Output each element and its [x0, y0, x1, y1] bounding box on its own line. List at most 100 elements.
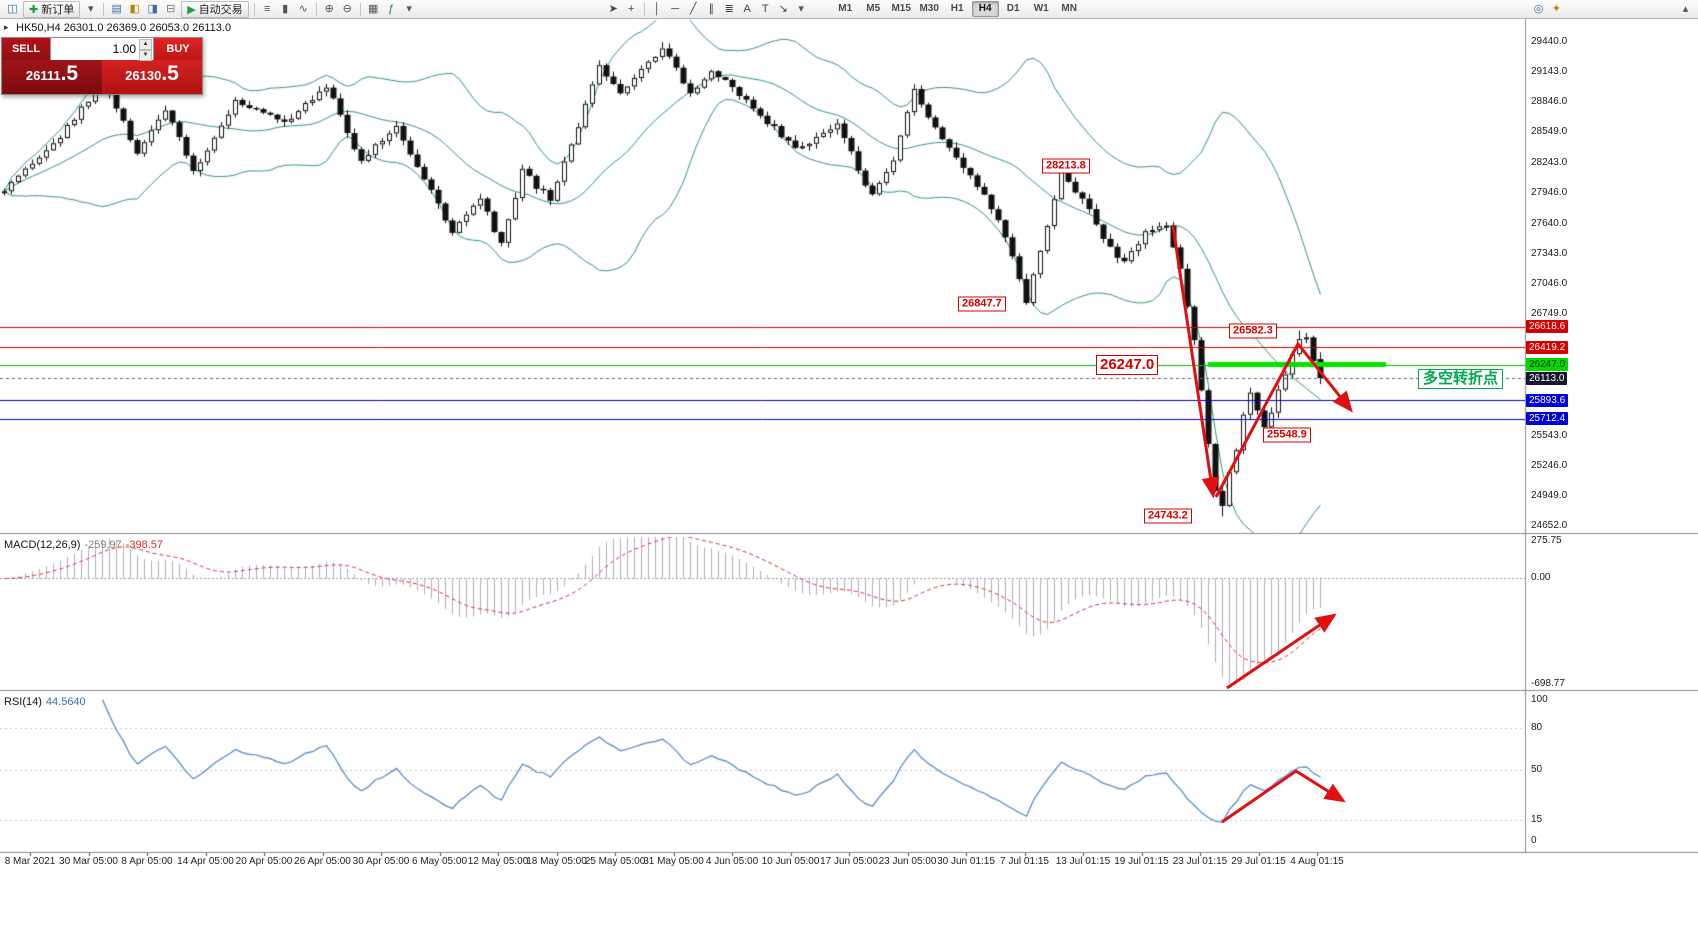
- toolbar-separator: [359, 2, 361, 16]
- rsi-name: RSI(14): [4, 696, 42, 708]
- label-tool-icon[interactable]: T: [761, 2, 769, 15]
- search-icon[interactable]: ◎: [1533, 2, 1544, 15]
- market-watch-icon[interactable]: ◧: [129, 2, 140, 15]
- autotrade-button-icon: ▶: [187, 3, 196, 16]
- volume-increase-button[interactable]: ▲: [139, 39, 152, 50]
- rsi-axis-label: 0: [1531, 835, 1537, 846]
- ask-price-pip: .5: [161, 62, 179, 85]
- note-label[interactable]: 多空转折点: [1418, 369, 1504, 389]
- navigator-icon[interactable]: ◨: [147, 2, 158, 15]
- macd-axis-label: 275.75: [1531, 535, 1562, 546]
- grid-icon[interactable]: ▦: [367, 2, 379, 15]
- time-axis-label: 30 Jun 01:15: [937, 856, 995, 867]
- new-order-button-label: 新订单: [41, 4, 75, 16]
- price-axis-label: 26749.0: [1531, 307, 1568, 319]
- rsi-axis-label: 15: [1531, 813, 1543, 825]
- arrow-tool-icon[interactable]: ↘: [778, 2, 788, 15]
- time-axis-label: 30 Apr 05:00: [352, 856, 410, 867]
- price-axis-label: 24652.0: [1531, 519, 1568, 531]
- fibonacci-icon[interactable]: ≣: [724, 2, 734, 15]
- settings-icon[interactable]: ✦: [1551, 2, 1562, 15]
- timeframe-m5[interactable]: M5: [866, 3, 881, 14]
- terminal-icon[interactable]: ⊟: [166, 2, 176, 15]
- price-flag[interactable]: 28213.8: [1042, 158, 1090, 174]
- rsi-axis-label: 50: [1531, 764, 1543, 776]
- price-axis-tag: 26618.6: [1526, 320, 1569, 334]
- ohlc-bars-icon[interactable]: ≡: [263, 2, 271, 15]
- time-axis-label: 13 Jul 01:15: [1055, 856, 1111, 867]
- one-click-collapse-icon[interactable]: ▸: [4, 22, 9, 32]
- price-axis-label: 25543.0: [1531, 429, 1568, 441]
- channel-icon[interactable]: ∥: [708, 2, 714, 15]
- timeframe-h4[interactable]: H4: [971, 1, 999, 17]
- time-axis-label: 26 Apr 05:00: [294, 856, 351, 867]
- price-axis-label: 27640.0: [1531, 217, 1568, 229]
- new-order-button-icon: ✚: [29, 3, 39, 16]
- time-axis-label: 10 Jun 05:00: [761, 856, 820, 867]
- price-axis-label: 27946.0: [1531, 186, 1568, 198]
- candlestick-chart-icon[interactable]: ▮: [282, 2, 289, 15]
- time-axis-label: 23 Jun 05:00: [878, 856, 937, 867]
- timeframe-mn[interactable]: MN: [1061, 3, 1077, 14]
- ask-price: 26130.5: [102, 60, 202, 94]
- toolbar-overflow-icon[interactable]: ▴: [1682, 2, 1689, 15]
- trendline-icon[interactable]: ╱: [689, 2, 697, 15]
- autotrade-button-label: 自动交易: [198, 4, 243, 16]
- time-axis-label: 23 Jul 01:15: [1172, 856, 1228, 867]
- time-axis-label: 30 Mar 05:00: [59, 856, 118, 867]
- price-axis-label: 28846.0: [1531, 95, 1568, 107]
- price-flag[interactable]: 26247.0: [1096, 354, 1159, 375]
- chart-window-icon[interactable]: ◫: [7, 2, 18, 15]
- bid-price-pip: .5: [60, 62, 79, 85]
- time-axis-label: 4 Aug 01:15: [1290, 856, 1344, 867]
- indicators-caret-icon[interactable]: ▾: [406, 2, 412, 15]
- new-order-button[interactable]: ✚ 新订单: [23, 0, 81, 18]
- price-axis-tag: 25893.6: [1526, 393, 1569, 407]
- bid-price-main: 26111: [25, 68, 61, 83]
- price-flag[interactable]: 26582.3: [1229, 323, 1277, 339]
- arrow-tool-caret-icon[interactable]: ▾: [798, 2, 804, 15]
- indicators-icon[interactable]: ƒ: [388, 2, 395, 15]
- rsi-axis-label: 80: [1531, 722, 1543, 734]
- sell-button[interactable]: SELL: [2, 38, 50, 60]
- macd-signal-value: -398.57: [125, 539, 164, 551]
- time-axis-label: 8 Apr 05:00: [121, 856, 173, 867]
- line-chart-icon[interactable]: ∿: [298, 2, 308, 15]
- time-axis-label: 18 May 05:00: [526, 856, 587, 867]
- horizontal-line-icon[interactable]: ─: [671, 2, 680, 15]
- timeframe-m30[interactable]: M30: [919, 3, 939, 14]
- price-axis-label: 28243.0: [1531, 156, 1568, 168]
- timeframe-w1[interactable]: W1: [1033, 3, 1049, 14]
- zoom-in-icon[interactable]: ⊕: [324, 2, 334, 15]
- timeframe-m15[interactable]: M15: [891, 3, 911, 14]
- toolbar-separator: [253, 2, 255, 16]
- new-order-caret-icon[interactable]: ▾: [87, 2, 94, 15]
- toolbar-separator: [643, 2, 645, 16]
- timeframe-d1[interactable]: D1: [1006, 3, 1020, 14]
- crosshair-icon[interactable]: +: [627, 2, 635, 15]
- time-axis-label: 6 May 05:00: [411, 856, 468, 867]
- layouts-icon[interactable]: ▤: [111, 2, 122, 15]
- price-flag[interactable]: 24743.2: [1144, 508, 1192, 524]
- time-axis-label: 31 May 05:00: [643, 856, 704, 867]
- toolbar-separator: [315, 2, 317, 16]
- text-tool-icon[interactable]: A: [743, 2, 751, 15]
- cursor-icon[interactable]: ➤: [608, 2, 618, 15]
- price-flag[interactable]: 25548.9: [1263, 427, 1311, 443]
- timeframe-m1[interactable]: M1: [838, 3, 853, 14]
- trade-panel-prices: 26111.5 26130.5: [2, 60, 202, 94]
- timeframe-h1[interactable]: H1: [950, 3, 964, 14]
- volume-decrease-button[interactable]: ▼: [139, 50, 152, 61]
- time-axis-label: 29 Jul 01:15: [1231, 856, 1286, 867]
- rsi-value: 44.5640: [45, 696, 86, 708]
- buy-button[interactable]: BUY: [154, 38, 202, 60]
- price-axis-label: 28549.0: [1531, 125, 1568, 137]
- price-flag[interactable]: 26847.7: [958, 296, 1006, 312]
- volume-input[interactable]: [51, 38, 153, 60]
- zoom-out-icon[interactable]: ⊖: [342, 2, 352, 15]
- autotrade-button[interactable]: ▶ 自动交易: [181, 0, 249, 18]
- vertical-line-icon[interactable]: │: [653, 2, 661, 15]
